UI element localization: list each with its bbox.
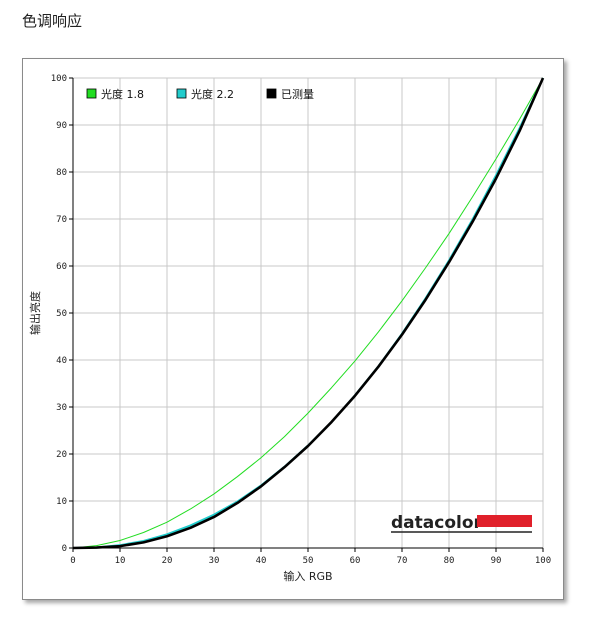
- legend-label: 光度 2.2: [191, 87, 234, 101]
- axes: 0 10 20 30 40 50 60 70 80 90 100 0 10 20 30 40 50 60 70 80 9…: [51, 74, 551, 566]
- series-line: [72, 77, 545, 550]
- legend-swatch: [176, 88, 187, 99]
- legend: 光度 1.8 光度 2.2 已测量: [86, 87, 314, 101]
- x-tick-label: 10: [115, 556, 126, 566]
- x-tick-label: 30: [209, 556, 220, 566]
- y-tick-label: 60: [56, 262, 67, 272]
- x-tick-label: 80: [444, 556, 455, 566]
- series-line: [72, 77, 544, 549]
- x-tick-label: 50: [303, 556, 314, 566]
- datacolor-logo: datacolor: [391, 513, 532, 533]
- legend-label: 光度 1.8: [101, 87, 144, 101]
- x-tick-label: 40: [256, 556, 267, 566]
- y-tick-label: 90: [56, 121, 67, 131]
- logo-red-bar: [477, 515, 532, 527]
- y-tick-label: 40: [56, 356, 67, 366]
- chart-frame: 0 10 20 30 40 50 60 70 80 90 100 0 10 20 30 40 50 60 70 80 9…: [22, 58, 564, 600]
- legend-swatch: [266, 88, 277, 99]
- legend-swatch: [86, 88, 97, 99]
- x-axis-label: 输入 RGB: [283, 569, 332, 583]
- x-tick-label: 90: [491, 556, 502, 566]
- legend-label: 已测量: [281, 88, 314, 101]
- x-tick-label: 0: [70, 556, 75, 566]
- y-tick-label: 30: [56, 403, 67, 413]
- logo-wordmark: datacolor: [391, 513, 483, 533]
- x-tick-label: 70: [397, 556, 408, 566]
- x-tick-label: 60: [350, 556, 361, 566]
- y-tick-label: 0: [62, 544, 67, 554]
- x-tick-label: 100: [535, 556, 551, 566]
- x-tick-label: 20: [162, 556, 173, 566]
- y-tick-label: 50: [56, 309, 67, 319]
- y-tick-label: 100: [51, 74, 67, 84]
- y-tick-label: 70: [56, 215, 67, 225]
- series-lines: [72, 77, 545, 550]
- y-tick-label: 80: [56, 168, 67, 178]
- y-axis-label: 输出亮度: [28, 291, 42, 335]
- grid: [73, 77, 544, 548]
- y-tick-label: 20: [56, 450, 67, 460]
- page-heading: 色调响应: [22, 12, 83, 30]
- y-tick-label: 10: [56, 497, 67, 507]
- tone-response-chart: 0 10 20 30 40 50 60 70 80 90 100 0 10 20 30 40 50 60 70 80 9…: [28, 74, 551, 583]
